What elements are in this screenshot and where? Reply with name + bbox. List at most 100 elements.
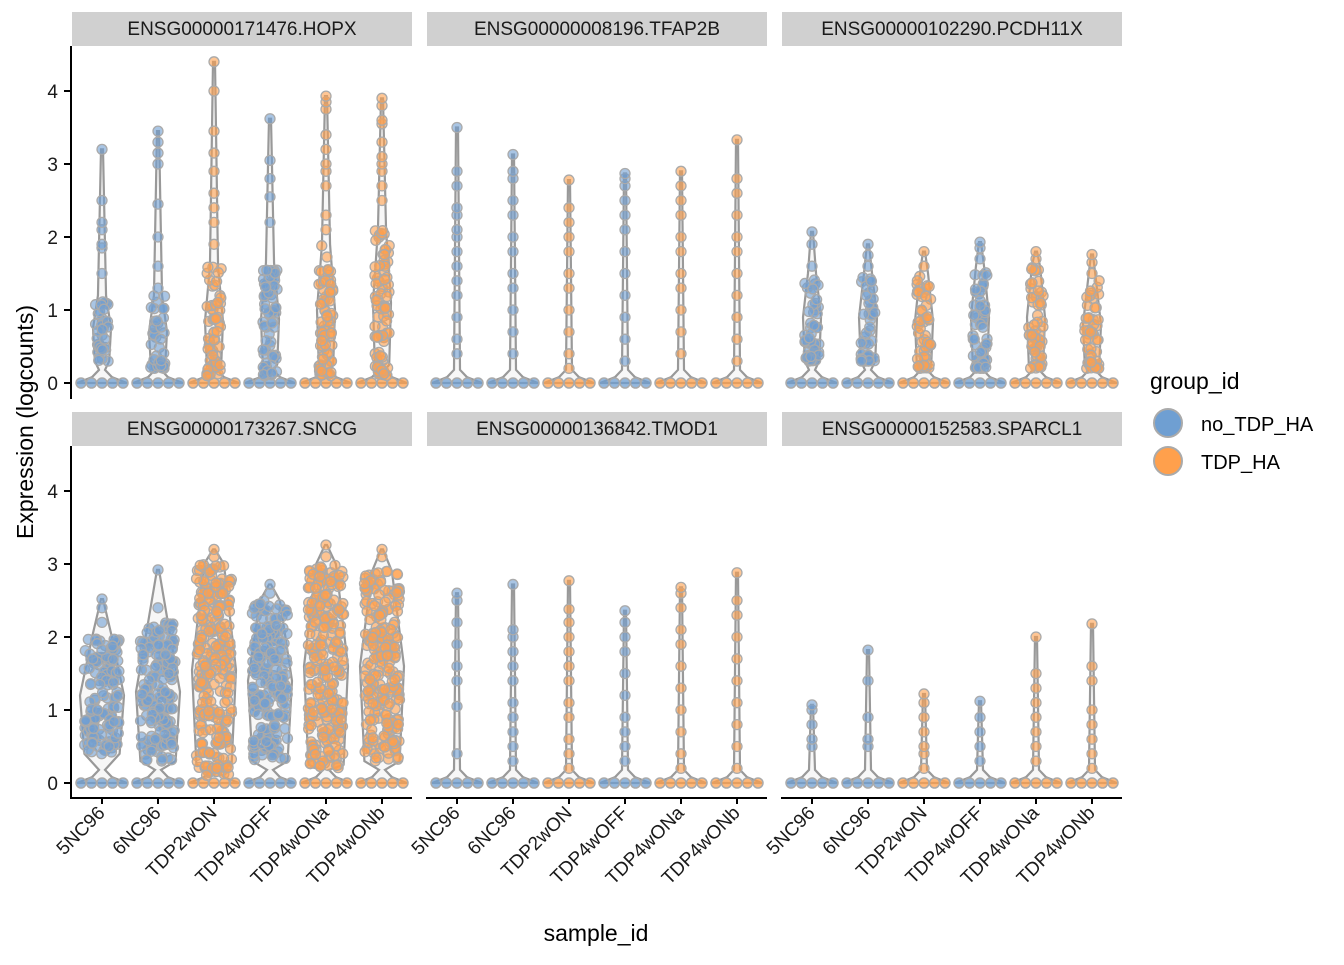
data-point [276,693,288,705]
data-point [507,231,519,243]
data-point [675,304,687,316]
data-point [314,600,326,612]
data-point [619,333,631,345]
data-point [563,660,575,672]
data-point [675,638,687,650]
data-point [213,706,225,718]
data-point [921,311,934,323]
data-point [385,623,397,636]
data-point [507,645,519,658]
x-tick-label: 5NC96 [408,803,465,860]
data-point [145,745,158,757]
data-point [309,748,322,761]
data-point [918,777,930,789]
data-point [264,191,276,203]
data-point [222,761,234,773]
data-point [741,377,754,389]
data-point [324,575,337,588]
data-point [264,578,276,591]
data-point [305,719,317,732]
data-point [563,326,575,338]
data-point [317,731,330,743]
data-point [918,726,930,738]
data-point [211,762,223,774]
data-point [865,275,878,287]
data-point [731,675,743,687]
data-point [96,616,108,629]
data-point [528,777,540,789]
data-point [619,311,631,323]
data-point [675,748,687,760]
data-point [264,113,276,125]
data-point [1065,777,1077,789]
data-point [974,346,987,358]
data-point [563,245,575,258]
data-point [619,167,631,180]
data-point [259,303,271,315]
data-point [1086,267,1098,280]
data-point [608,377,621,389]
data-point [320,777,332,789]
data-point [320,90,332,102]
data-point [93,354,105,367]
data-point [1051,777,1063,789]
data-point [731,567,743,579]
data-point [862,249,874,261]
sample-violin-group [654,581,708,789]
data-point [315,639,327,651]
data-point [1086,248,1098,261]
y-tick-label: 2 [47,628,58,649]
sample-violin-group [355,92,409,389]
data-point [322,264,334,276]
data-point [451,275,463,287]
data-point [376,151,388,163]
data-point [141,754,153,766]
data-point [264,777,276,789]
data-point [806,226,818,238]
data-point [314,760,326,772]
data-point [134,715,147,727]
data-point [974,740,986,753]
data-point [731,377,743,389]
data-point [984,777,997,789]
data-point [1075,377,1088,389]
y-tick-label: 2 [47,228,58,249]
data-point [1086,675,1098,687]
data-point [974,777,986,789]
data-point [675,180,687,192]
data-point [507,304,519,316]
data-point [324,286,336,298]
data-point [496,777,509,789]
data-point [654,377,666,389]
data-point [1026,329,1038,341]
data-point [255,676,267,689]
facet-title: ENSG00000171476.HOPX [127,19,357,40]
data-point [217,587,229,600]
data-point [159,728,171,740]
data-point [1030,740,1042,753]
facet-strip [782,412,1122,446]
data-point [219,618,231,630]
data-point [208,238,220,250]
facet-panel: ENSG00000008196.TFAP2B [427,12,767,389]
data-point [507,165,519,177]
data-point [166,624,178,637]
data-point [378,248,391,261]
data-point [333,569,345,582]
data-point [383,697,396,710]
data-point [696,777,708,789]
data-point [507,194,519,207]
data-point [96,267,108,280]
data-point [598,377,610,389]
data-point [376,543,388,556]
data-point [640,777,652,789]
sample-violin-group [187,56,241,389]
data-point [1075,777,1088,789]
data-point [1086,718,1098,731]
data-point [731,245,743,258]
legend-key [1153,446,1183,476]
data-point [117,377,129,389]
y-axis-title: Expression (logcounts) [12,305,38,539]
y-tick-label: 1 [47,701,58,722]
data-point [392,718,404,730]
